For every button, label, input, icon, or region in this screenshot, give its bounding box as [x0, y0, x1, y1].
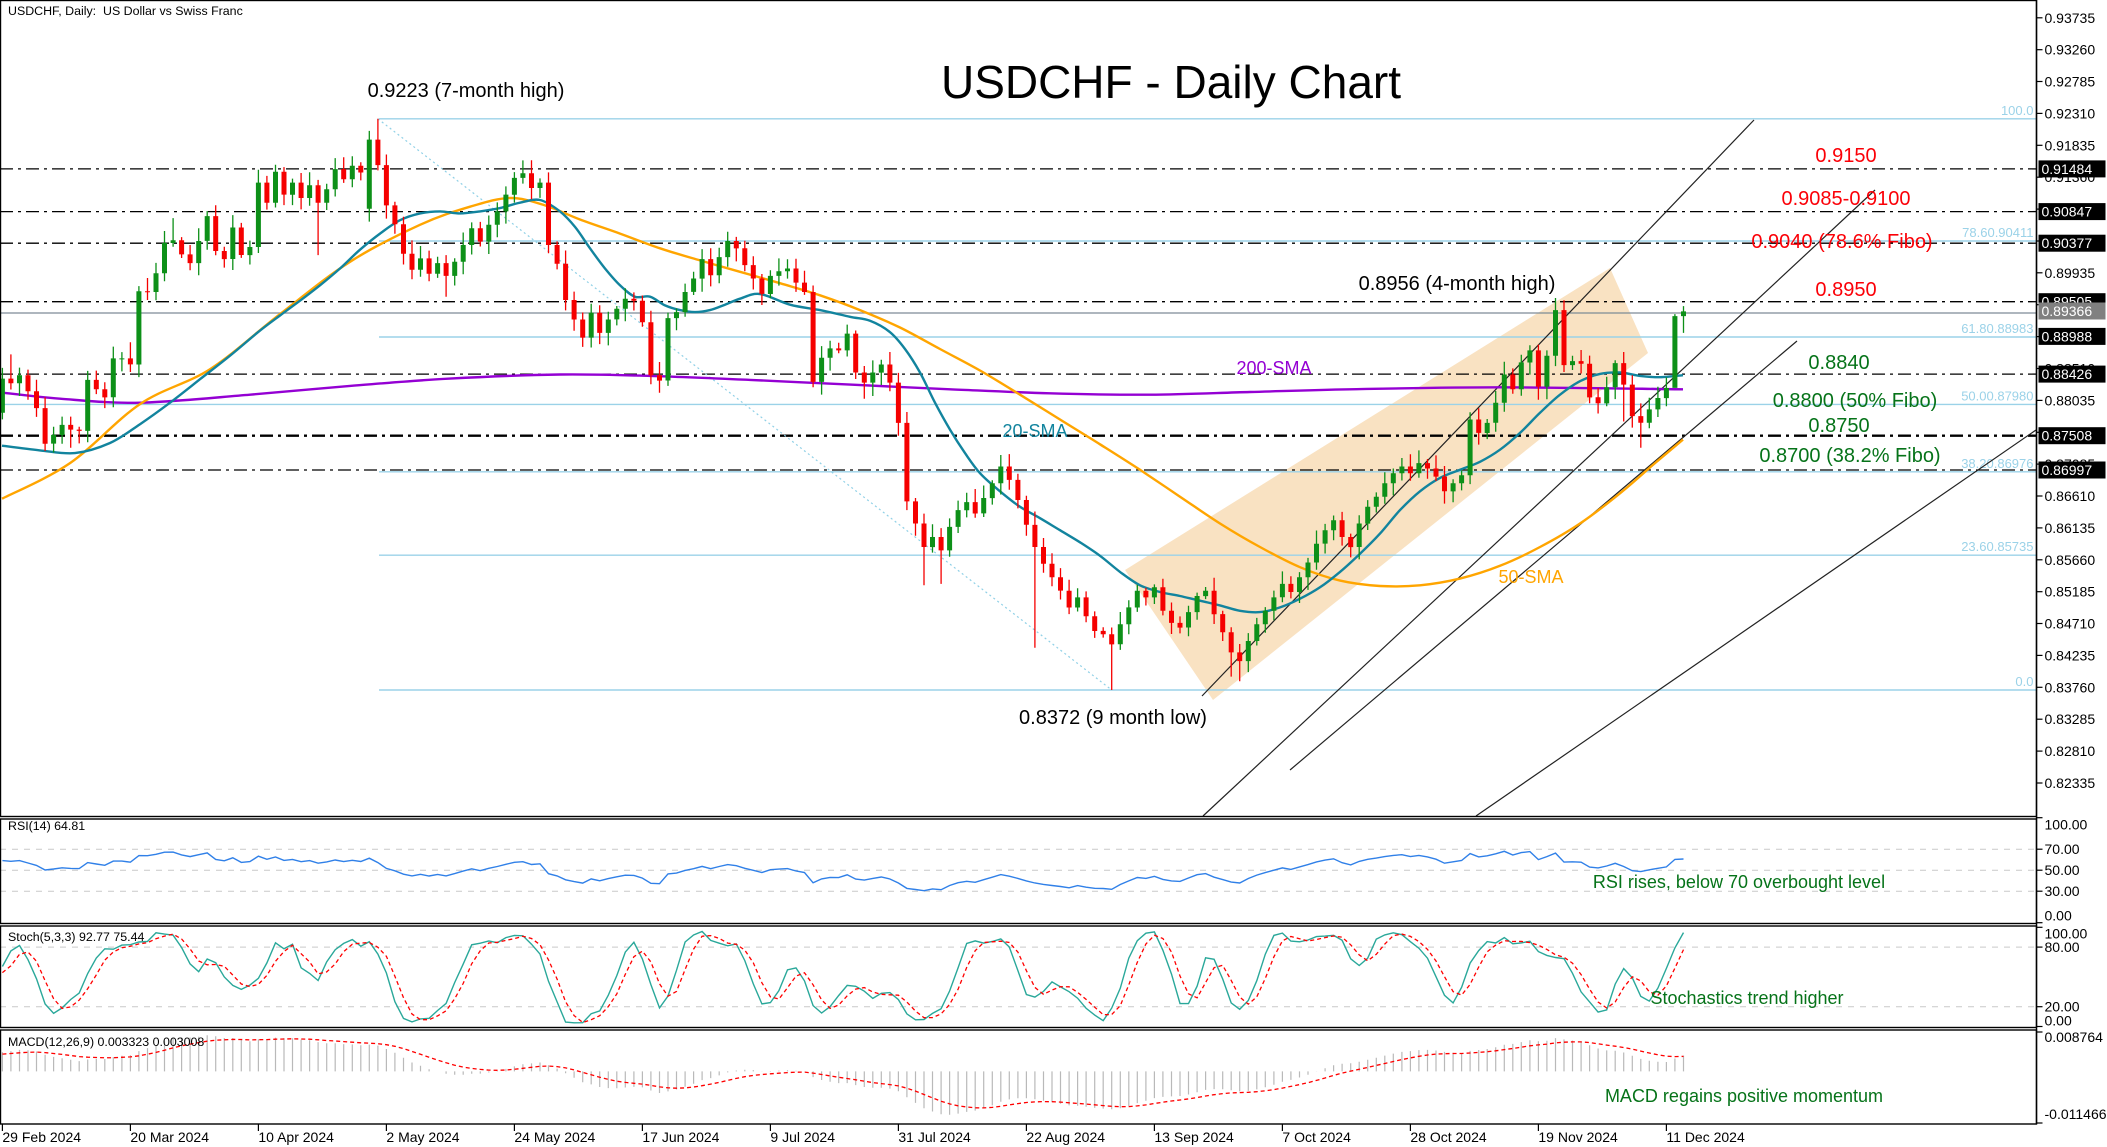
svg-text:RSI(14) 64.81: RSI(14) 64.81: [8, 819, 85, 833]
svg-text:50-SMA: 50-SMA: [1498, 567, 1563, 587]
svg-text:Stochastics trend higher: Stochastics trend higher: [1650, 988, 1843, 1008]
svg-text:0.89935: 0.89935: [2045, 265, 2096, 281]
svg-text:0.88035: 0.88035: [2045, 392, 2096, 408]
svg-text:2 May 2024: 2 May 2024: [386, 1129, 459, 1145]
svg-text:100.00: 100.00: [2045, 925, 2088, 941]
svg-text:0.8700 (38.2% Fibo): 0.8700 (38.2% Fibo): [1759, 445, 1940, 467]
svg-text:-0.011466: -0.011466: [2045, 1106, 2107, 1122]
svg-text:0.90377: 0.90377: [2042, 235, 2093, 251]
svg-text:0.89366: 0.89366: [2042, 303, 2093, 319]
svg-text:0.8956 (4-month high): 0.8956 (4-month high): [1359, 273, 1556, 295]
svg-text:200-SMA: 200-SMA: [1236, 358, 1311, 378]
svg-text:78.60.90411: 78.60.90411: [1962, 225, 2033, 240]
svg-text:0.82810: 0.82810: [2045, 743, 2096, 759]
svg-text:0.92310: 0.92310: [2045, 105, 2096, 121]
svg-text:50.00.87980: 50.00.87980: [1961, 388, 2033, 403]
svg-text:0.88426: 0.88426: [2042, 366, 2093, 382]
svg-text:0.008764: 0.008764: [2045, 1029, 2104, 1045]
svg-text:70.00: 70.00: [2045, 841, 2080, 857]
svg-text:0.9223 (7-month high): 0.9223 (7-month high): [368, 80, 565, 102]
svg-text:0.83760: 0.83760: [2045, 679, 2096, 695]
svg-text:0.87508: 0.87508: [2042, 428, 2093, 444]
svg-text:20-SMA: 20-SMA: [1002, 421, 1067, 441]
svg-text:0.9085-0.9100: 0.9085-0.9100: [1781, 188, 1910, 210]
svg-text:0.82335: 0.82335: [2045, 775, 2096, 791]
svg-text:0.85185: 0.85185: [2045, 584, 2096, 600]
svg-text:0.86997: 0.86997: [2042, 462, 2093, 478]
svg-text:100.00: 100.00: [2045, 817, 2088, 833]
svg-text:80.00: 80.00: [2045, 939, 2080, 955]
svg-text:22 Aug 2024: 22 Aug 2024: [1026, 1129, 1105, 1145]
svg-text:17 Jun 2024: 17 Jun 2024: [642, 1129, 719, 1145]
svg-text:MACD regains positive momentum: MACD regains positive momentum: [1605, 1086, 1883, 1106]
svg-text:23.60.85735: 23.60.85735: [1961, 539, 2033, 554]
svg-text:0.0: 0.0: [2015, 674, 2033, 689]
svg-text:11 Dec 2024: 11 Dec 2024: [1666, 1129, 1745, 1145]
svg-text:31 Jul 2024: 31 Jul 2024: [898, 1129, 971, 1145]
svg-text:0.91835: 0.91835: [2045, 137, 2096, 153]
svg-text:0.93735: 0.93735: [2045, 10, 2096, 26]
svg-text:13 Sep 2024: 13 Sep 2024: [1154, 1129, 1234, 1145]
svg-text:7 Oct 2024: 7 Oct 2024: [1282, 1129, 1351, 1145]
svg-text:0.83285: 0.83285: [2045, 711, 2096, 727]
svg-text:19 Nov 2024: 19 Nov 2024: [1538, 1129, 1618, 1145]
svg-text:RSI rises, below 70 overbought: RSI rises, below 70 overbought level: [1593, 872, 1885, 892]
svg-text:0.00: 0.00: [2045, 908, 2072, 924]
svg-text:20 Mar 2024: 20 Mar 2024: [130, 1129, 209, 1145]
svg-text:0.93260: 0.93260: [2045, 42, 2096, 58]
svg-text:61.80.88983: 61.80.88983: [1961, 321, 2033, 336]
svg-text:0.86610: 0.86610: [2045, 488, 2096, 504]
svg-text:Stoch(5,3,3) 92.77 75.44: Stoch(5,3,3) 92.77 75.44: [8, 930, 145, 944]
svg-text:MACD(12,26,9) 0.003323 0.00300: MACD(12,26,9) 0.003323 0.003008: [8, 1035, 204, 1049]
svg-text:20.00: 20.00: [2045, 999, 2080, 1015]
svg-text:0.00: 0.00: [2045, 1013, 2072, 1029]
svg-text:0.88988: 0.88988: [2042, 328, 2093, 344]
svg-text:24 May 2024: 24 May 2024: [514, 1129, 595, 1145]
svg-text:USDCHF, Daily: US Dollar vs S: USDCHF, Daily: US Dollar vs Swiss Franc: [8, 4, 243, 18]
svg-text:0.9150: 0.9150: [1815, 145, 1876, 167]
svg-text:0.84235: 0.84235: [2045, 647, 2096, 663]
svg-text:100.0: 100.0: [2001, 103, 2034, 118]
svg-text:0.85660: 0.85660: [2045, 552, 2096, 568]
svg-text:0.86135: 0.86135: [2045, 520, 2096, 536]
svg-text:0.8800 (50% Fibo): 0.8800 (50% Fibo): [1773, 390, 1938, 412]
svg-text:10 Apr 2024: 10 Apr 2024: [258, 1129, 334, 1145]
svg-text:38.20.86976: 38.20.86976: [1961, 456, 2033, 471]
svg-text:9 Jul 2024: 9 Jul 2024: [770, 1129, 835, 1145]
svg-text:29 Feb 2024: 29 Feb 2024: [2, 1129, 81, 1145]
svg-text:0.91484: 0.91484: [2042, 161, 2093, 177]
svg-text:0.90847: 0.90847: [2042, 204, 2093, 220]
svg-text:USDCHF - Daily Chart: USDCHF - Daily Chart: [941, 56, 1401, 108]
svg-text:0.8950: 0.8950: [1815, 279, 1876, 301]
svg-text:0.9040 (78.6% Fibo): 0.9040 (78.6% Fibo): [1751, 231, 1932, 253]
svg-text:0.8840: 0.8840: [1808, 352, 1869, 374]
svg-text:30.00: 30.00: [2045, 883, 2080, 899]
svg-text:28 Oct 2024: 28 Oct 2024: [1410, 1129, 1486, 1145]
svg-text:0.84710: 0.84710: [2045, 616, 2096, 632]
svg-text:0.8750: 0.8750: [1808, 415, 1869, 437]
svg-text:50.00: 50.00: [2045, 862, 2080, 878]
svg-text:0.92785: 0.92785: [2045, 74, 2096, 90]
svg-text:0.8372 (9 month low): 0.8372 (9 month low): [1019, 707, 1207, 729]
